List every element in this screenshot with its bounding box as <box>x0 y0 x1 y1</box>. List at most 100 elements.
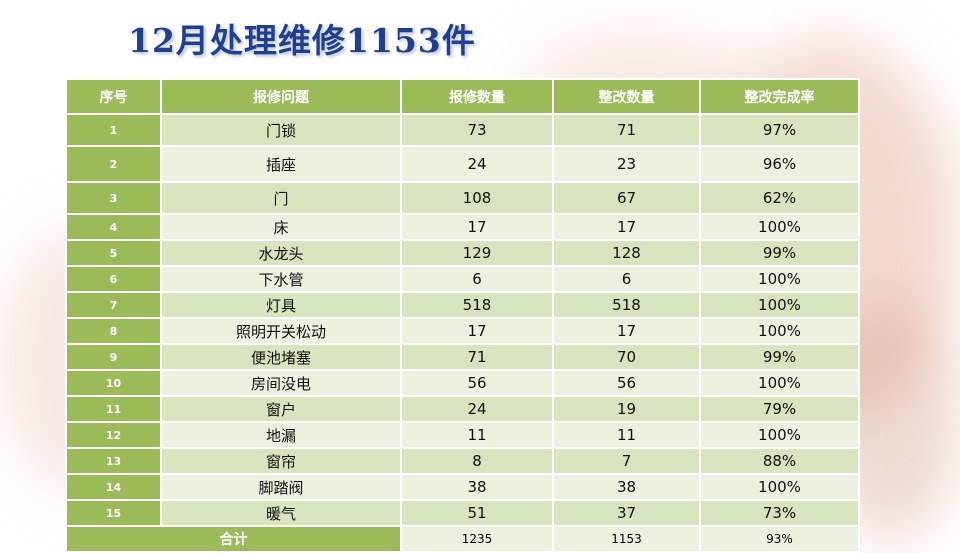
completion-rate: 100% <box>699 421 860 449</box>
repair-item: 脚踏阀 <box>160 473 402 501</box>
fixed-count: 6 <box>552 265 701 293</box>
total-rate: 93% <box>699 525 860 553</box>
completion-rate: 96% <box>699 145 860 183</box>
fixed-count: 518 <box>552 291 701 319</box>
fixed-count: 7 <box>552 447 701 475</box>
table-row: 2 插座 24 23 96% <box>65 145 860 183</box>
fixed-count: 71 <box>552 113 701 147</box>
header-reported: 报修数量 <box>400 78 554 115</box>
repair-item: 床 <box>160 213 402 241</box>
header-fixed: 整改数量 <box>552 78 701 115</box>
fixed-count: 56 <box>552 369 701 397</box>
table-row: 1 门锁 73 71 97% <box>65 113 860 147</box>
total-reported: 1235 <box>400 525 554 553</box>
fixed-count: 70 <box>552 343 701 371</box>
fixed-count: 67 <box>552 181 701 215</box>
fixed-count: 38 <box>552 473 701 501</box>
repair-item: 便池堵塞 <box>160 343 402 371</box>
table-row: 9 便池堵塞 71 70 99% <box>65 343 860 371</box>
row-number: 6 <box>65 265 162 293</box>
completion-rate: 100% <box>699 265 860 293</box>
reported-count: 24 <box>400 145 554 183</box>
table-row: 5 水龙头 129 128 99% <box>65 239 860 267</box>
header-item: 报修问题 <box>160 78 402 115</box>
row-number: 7 <box>65 291 162 319</box>
table-row: 3 门 108 67 62% <box>65 181 860 215</box>
total-row: 合计 1235 1153 93% <box>65 525 860 553</box>
table-row: 15 暖气 51 37 73% <box>65 499 860 527</box>
completion-rate: 62% <box>699 181 860 215</box>
table-row: 14 脚踏阀 38 38 100% <box>65 473 860 501</box>
completion-rate: 100% <box>699 473 860 501</box>
reported-count: 51 <box>400 499 554 527</box>
header-no: 序号 <box>65 78 162 115</box>
reported-count: 56 <box>400 369 554 397</box>
table-row: 6 下水管 6 6 100% <box>65 265 860 293</box>
reported-count: 17 <box>400 317 554 345</box>
completion-rate: 99% <box>699 343 860 371</box>
row-number: 5 <box>65 239 162 267</box>
fixed-count: 17 <box>552 213 701 241</box>
repair-item: 插座 <box>160 145 402 183</box>
completion-rate: 97% <box>699 113 860 147</box>
repair-item: 暖气 <box>160 499 402 527</box>
row-number: 1 <box>65 113 162 147</box>
row-number: 2 <box>65 145 162 183</box>
row-number: 9 <box>65 343 162 371</box>
fixed-count: 19 <box>552 395 701 423</box>
reported-count: 6 <box>400 265 554 293</box>
row-number: 15 <box>65 499 162 527</box>
completion-rate: 99% <box>699 239 860 267</box>
completion-rate: 100% <box>699 213 860 241</box>
fixed-count: 128 <box>552 239 701 267</box>
completion-rate: 100% <box>699 369 860 397</box>
table-row: 13 窗帘 8 7 88% <box>65 447 860 475</box>
reported-count: 518 <box>400 291 554 319</box>
table-row: 10 房间没电 56 56 100% <box>65 369 860 397</box>
reported-count: 8 <box>400 447 554 475</box>
repair-table: 序号 报修问题 报修数量 整改数量 整改完成率 1 门锁 73 71 97% 2 插座 24 2… <box>65 78 860 553</box>
row-number: 14 <box>65 473 162 501</box>
reported-count: 108 <box>400 181 554 215</box>
row-number: 8 <box>65 317 162 345</box>
repair-item: 房间没电 <box>160 369 402 397</box>
repair-item: 水龙头 <box>160 239 402 267</box>
total-label: 合计 <box>65 525 402 553</box>
table-row: 11 窗户 24 19 79% <box>65 395 860 423</box>
reported-count: 11 <box>400 421 554 449</box>
repair-item: 灯具 <box>160 291 402 319</box>
repair-item: 窗户 <box>160 395 402 423</box>
table-row: 8 照明开关松动 17 17 100% <box>65 317 860 345</box>
repair-item: 地漏 <box>160 421 402 449</box>
reported-count: 71 <box>400 343 554 371</box>
total-fixed: 1153 <box>552 525 701 553</box>
reported-count: 73 <box>400 113 554 147</box>
reported-count: 17 <box>400 213 554 241</box>
reported-count: 129 <box>400 239 554 267</box>
table-row: 4 床 17 17 100% <box>65 213 860 241</box>
row-number: 13 <box>65 447 162 475</box>
repair-item: 门 <box>160 181 402 215</box>
row-number: 11 <box>65 395 162 423</box>
row-number: 12 <box>65 421 162 449</box>
row-number: 3 <box>65 181 162 215</box>
table-header-row: 序号 报修问题 报修数量 整改数量 整改完成率 <box>65 78 860 115</box>
completion-rate: 100% <box>699 291 860 319</box>
row-number: 4 <box>65 213 162 241</box>
completion-rate: 73% <box>699 499 860 527</box>
fixed-count: 17 <box>552 317 701 345</box>
completion-rate: 100% <box>699 317 860 345</box>
table-row: 12 地漏 11 11 100% <box>65 421 860 449</box>
fixed-count: 11 <box>552 421 701 449</box>
fixed-count: 37 <box>552 499 701 527</box>
repair-item: 门锁 <box>160 113 402 147</box>
table-row: 7 灯具 518 518 100% <box>65 291 860 319</box>
page-title: 12月处理维修1153件 <box>128 21 476 60</box>
fixed-count: 23 <box>552 145 701 183</box>
repair-item: 照明开关松动 <box>160 317 402 345</box>
row-number: 10 <box>65 369 162 397</box>
header-rate: 整改完成率 <box>699 78 860 115</box>
repair-item: 窗帘 <box>160 447 402 475</box>
completion-rate: 79% <box>699 395 860 423</box>
repair-item: 下水管 <box>160 265 402 293</box>
